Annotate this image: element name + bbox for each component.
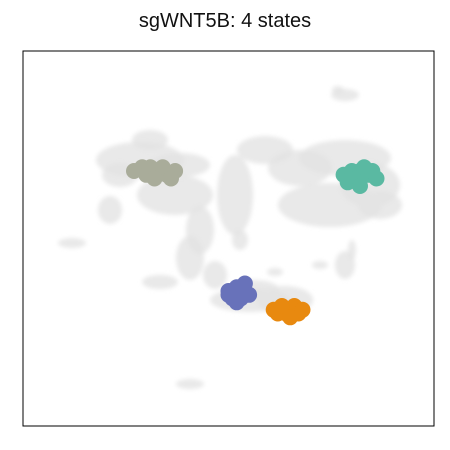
chart-title: sgWNT5B: 4 states bbox=[138, 10, 312, 32]
background-cell-blob bbox=[176, 236, 204, 280]
cell-point bbox=[339, 174, 356, 191]
cell-point bbox=[273, 298, 290, 314]
cell-point bbox=[282, 309, 299, 326]
cell-point bbox=[352, 178, 368, 194]
background-cell-blob bbox=[217, 155, 253, 235]
cell-point bbox=[163, 170, 179, 187]
cell-point bbox=[154, 159, 171, 176]
background-cell-blob bbox=[312, 261, 328, 269]
state-cell-clusters bbox=[126, 159, 385, 326]
background-cell-blob bbox=[203, 261, 227, 289]
background-cell-blob bbox=[232, 230, 248, 250]
plot-frame bbox=[22, 50, 435, 427]
background-cell-blob bbox=[267, 268, 283, 276]
cell-point bbox=[146, 170, 163, 187]
state-cluster bbox=[265, 298, 311, 326]
background-cell-blob bbox=[332, 86, 344, 94]
cell-point bbox=[220, 286, 237, 303]
background-cell-blob bbox=[176, 379, 204, 389]
background-cell-blob bbox=[132, 130, 168, 150]
cell-point bbox=[364, 163, 381, 179]
background-cell-blob bbox=[98, 196, 122, 224]
background-cell-blob bbox=[58, 238, 86, 248]
background-cell-blob bbox=[358, 191, 402, 219]
state-cluster bbox=[335, 159, 385, 194]
background-cell-blob bbox=[348, 240, 356, 260]
state-cluster bbox=[126, 159, 184, 187]
background-cell-blob bbox=[142, 275, 178, 289]
cell-point bbox=[294, 301, 311, 318]
cell-point bbox=[232, 283, 249, 299]
state-cluster bbox=[220, 275, 258, 311]
